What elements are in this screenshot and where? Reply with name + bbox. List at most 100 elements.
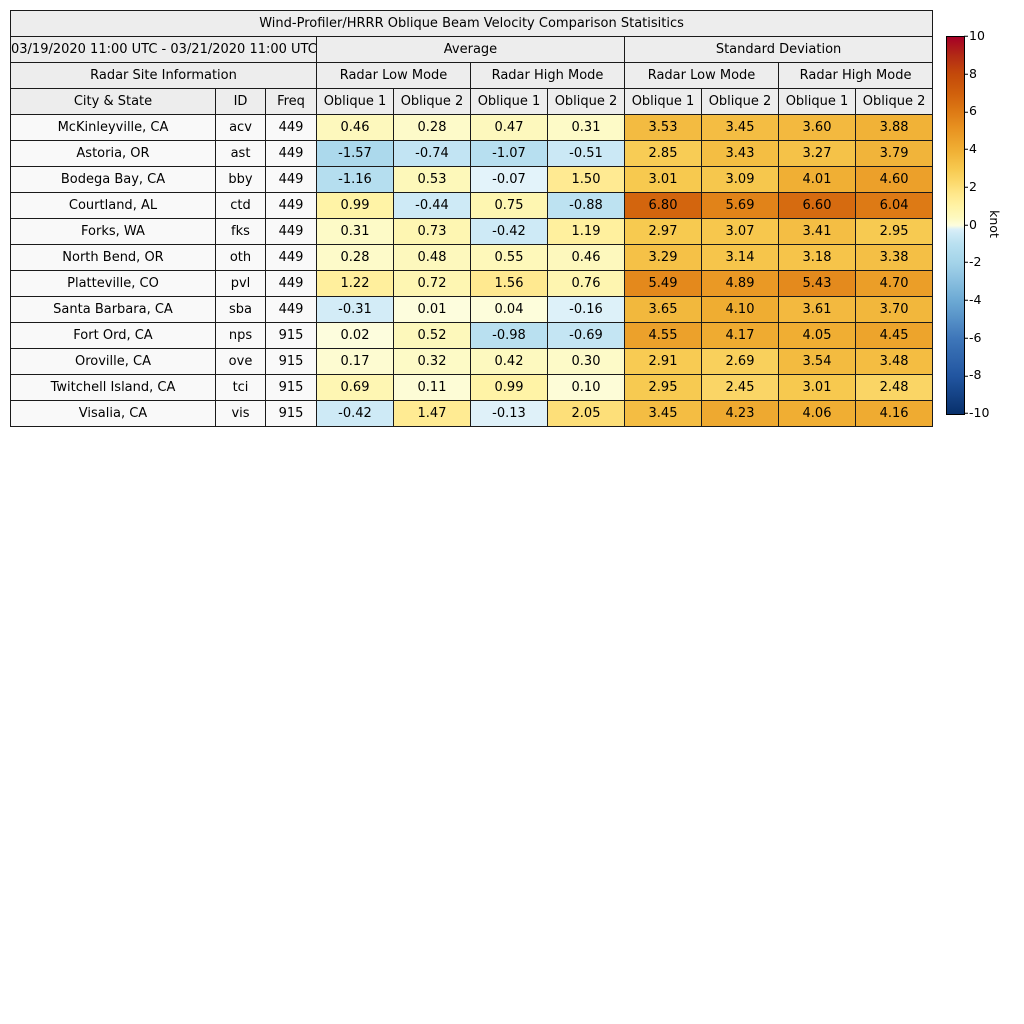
table-body: McKinleyville, CA acv 449 0.46 0.28 0.47 0.31 3… xyxy=(10,114,934,427)
value-cell: -0.42 xyxy=(470,218,548,245)
value-cell: 0.55 xyxy=(470,244,548,271)
value-cell: 2.95 xyxy=(854,218,934,245)
value-cell: -1.57 xyxy=(316,140,394,167)
value-cell: 2.45 xyxy=(701,374,779,401)
col-header-oblique: Oblique 2 xyxy=(393,88,471,115)
colorbar-unit-label: knot xyxy=(987,210,1002,238)
value-cell: 2.97 xyxy=(624,218,702,245)
value-cell: -1.07 xyxy=(470,140,548,167)
value-cell: 3.01 xyxy=(624,166,702,193)
city-state-cell: McKinleyville, CA xyxy=(10,114,216,141)
value-cell: 3.48 xyxy=(854,348,934,375)
value-cell: 0.32 xyxy=(393,348,471,375)
city-state-cell: Astoria, OR xyxy=(10,140,216,167)
table-row: McKinleyville, CA acv 449 0.46 0.28 0.47 0.31 3… xyxy=(10,114,934,141)
value-cell: 3.79 xyxy=(854,140,934,167)
value-cell: 3.01 xyxy=(778,374,856,401)
value-cell: 4.10 xyxy=(701,296,779,323)
freq-cell: 915 xyxy=(265,322,317,349)
value-cell: 0.28 xyxy=(316,244,394,271)
freq-cell: 449 xyxy=(265,244,317,271)
value-cell: 3.07 xyxy=(701,218,779,245)
mode-header-std-low: Radar Low Mode xyxy=(624,62,779,89)
table-row: Astoria, OR ast 449 -1.57 -0.74 -1.07 -0.51 2.8… xyxy=(10,140,934,167)
freq-cell: 915 xyxy=(265,348,317,375)
value-cell: 0.73 xyxy=(393,218,471,245)
value-cell: 0.48 xyxy=(393,244,471,271)
value-cell: 4.17 xyxy=(701,322,779,349)
site-id-cell: acv xyxy=(215,114,266,141)
value-cell: 0.76 xyxy=(547,270,625,297)
value-cell: -0.07 xyxy=(470,166,548,193)
freq-cell: 449 xyxy=(265,218,317,245)
freq-cell: 449 xyxy=(265,296,317,323)
table-row: Courtland, AL ctd 449 0.99 -0.44 0.75 -0.88 6.8… xyxy=(10,192,934,219)
colorbar-tick-label: 6 xyxy=(964,103,977,119)
value-cell: 3.88 xyxy=(854,114,934,141)
value-cell: 0.47 xyxy=(470,114,548,141)
city-state-cell: Courtland, AL xyxy=(10,192,216,219)
city-state-cell: Visalia, CA xyxy=(10,400,216,427)
value-cell: 0.01 xyxy=(393,296,471,323)
site-id-cell: tci xyxy=(215,374,266,401)
colorbar-tick-label: -8 xyxy=(963,367,982,383)
value-cell: 0.30 xyxy=(547,348,625,375)
value-cell: 1.56 xyxy=(470,270,548,297)
site-id-cell: bby xyxy=(215,166,266,193)
freq-cell: 449 xyxy=(265,166,317,193)
value-cell: 3.54 xyxy=(778,348,856,375)
value-cell: 2.91 xyxy=(624,348,702,375)
value-cell: -0.44 xyxy=(393,192,471,219)
value-cell: 4.55 xyxy=(624,322,702,349)
col-header-oblique: Oblique 1 xyxy=(778,88,856,115)
value-cell: 3.09 xyxy=(701,166,779,193)
value-cell: 0.99 xyxy=(470,374,548,401)
city-state-cell: Twitchell Island, CA xyxy=(10,374,216,401)
value-cell: -0.16 xyxy=(547,296,625,323)
value-cell: 5.43 xyxy=(778,270,856,297)
col-header-oblique: Oblique 1 xyxy=(470,88,548,115)
value-cell: 4.60 xyxy=(854,166,934,193)
value-cell: -0.42 xyxy=(316,400,394,427)
value-cell: 3.29 xyxy=(624,244,702,271)
value-cell: -1.16 xyxy=(316,166,394,193)
col-header-freq: Freq xyxy=(265,88,317,115)
city-state-cell: Oroville, CA xyxy=(10,348,216,375)
table-row: Platteville, CO pvl 449 1.22 0.72 1.56 0.76 5.4… xyxy=(10,270,934,297)
value-cell: 4.45 xyxy=(854,322,934,349)
site-id-cell: ove xyxy=(215,348,266,375)
value-cell: 0.42 xyxy=(470,348,548,375)
site-id-cell: fks xyxy=(215,218,266,245)
freq-cell: 449 xyxy=(265,192,317,219)
value-cell: 4.01 xyxy=(778,166,856,193)
colorbar-tick-label: 10 xyxy=(964,27,985,43)
table-row: Bodega Bay, CA bby 449 -1.16 0.53 -0.07 1.50 3.… xyxy=(10,166,934,193)
freq-cell: 449 xyxy=(265,114,317,141)
value-cell: -0.13 xyxy=(470,400,548,427)
value-cell: 3.65 xyxy=(624,296,702,323)
table-row: North Bend, OR oth 449 0.28 0.48 0.55 0.46 3.29… xyxy=(10,244,934,271)
city-state-cell: North Bend, OR xyxy=(10,244,216,271)
mode-header-std-high: Radar High Mode xyxy=(777,62,934,89)
col-header-oblique: Oblique 1 xyxy=(316,88,394,115)
col-header-oblique: Oblique 2 xyxy=(547,88,625,115)
col-header-oblique: Oblique 1 xyxy=(624,88,702,115)
value-cell: 4.05 xyxy=(778,322,856,349)
title-row: Wind-Profiler/HRRR Oblique Beam Velocity… xyxy=(9,10,934,37)
value-cell: 0.17 xyxy=(316,348,394,375)
value-cell: 4.70 xyxy=(854,270,934,297)
site-id-cell: sba xyxy=(215,296,266,323)
value-cell: 2.48 xyxy=(854,374,934,401)
value-cell: 0.53 xyxy=(393,166,471,193)
city-state-cell: Platteville, CO xyxy=(10,270,216,297)
mode-header-avg-high: Radar High Mode xyxy=(470,62,625,89)
table-row: Visalia, CA vis 915 -0.42 1.47 -0.13 2.05 3.45 4… xyxy=(10,400,934,427)
table-row: Twitchell Island, CA tci 915 0.69 0.11 0.99 0.… xyxy=(10,374,934,401)
value-cell: 2.05 xyxy=(547,400,625,427)
value-cell: 0.11 xyxy=(393,374,471,401)
group-header-row: 03/19/2020 11:00 UTC - 03/21/2020 11:00 … xyxy=(10,36,934,63)
value-cell: -0.51 xyxy=(547,140,625,167)
value-cell: 4.06 xyxy=(778,400,856,427)
value-cell: 2.85 xyxy=(624,140,702,167)
